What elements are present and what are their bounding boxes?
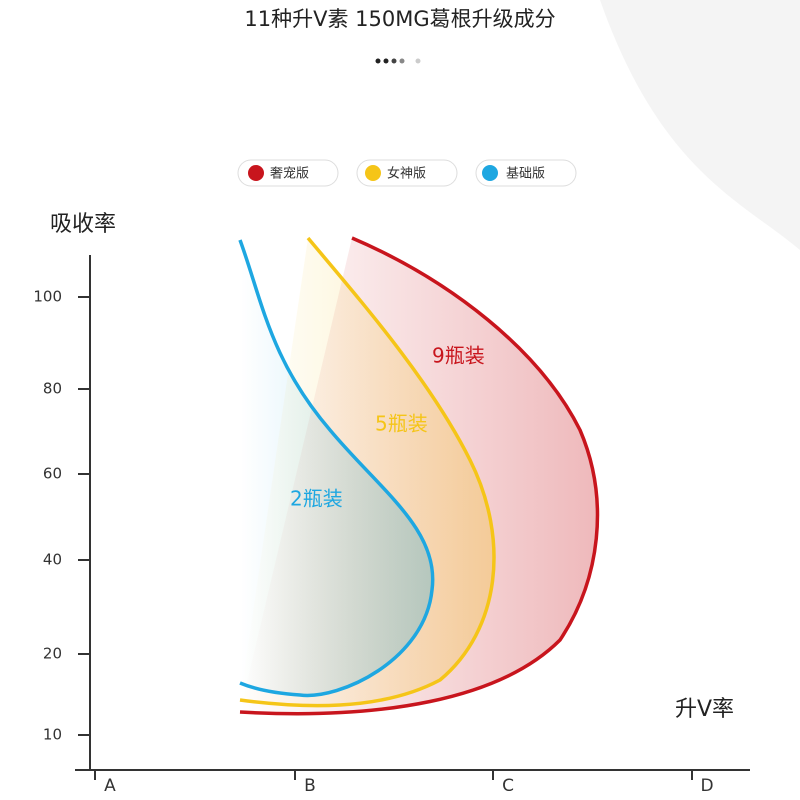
legend-pill	[237, 159, 339, 187]
legend-dot	[482, 165, 498, 181]
background-decoration	[600, 0, 800, 250]
legend-dot	[248, 165, 264, 181]
curve	[238, 239, 435, 698]
axes	[75, 255, 750, 771]
legend: 奢宠版 女神版 基础版	[237, 159, 577, 187]
legend-label: 基础版	[506, 167, 545, 182]
x-tick-label: B	[304, 776, 316, 796]
y-tick-label: 100	[33, 288, 62, 306]
curve-label: 9瓶装	[432, 344, 485, 368]
y-tick-label: 40	[43, 551, 62, 569]
legend-label: 女神版	[387, 166, 426, 182]
x-tick-label: A	[104, 776, 116, 796]
legend-dot	[365, 165, 381, 181]
curves	[238, 236, 600, 716]
legend-label: 奢宠版	[270, 166, 309, 182]
x-axis-title: 升V率	[675, 697, 734, 722]
legend-pill	[475, 159, 577, 187]
x-tick-label: C	[502, 776, 514, 796]
ticks: 100 80 60 40 20 10 A B C D	[33, 288, 713, 797]
curve-label: 2瓶装	[290, 487, 343, 511]
y-axis-title: 吸收率	[50, 212, 116, 237]
curve-label: 5瓶装	[375, 412, 428, 436]
y-tick-label: 60	[43, 465, 62, 483]
y-tick-label: 20	[43, 645, 62, 663]
pager	[375, 58, 421, 64]
y-tick-label: 80	[43, 380, 62, 398]
x-tick-label: D	[700, 776, 713, 796]
legend-pill	[356, 159, 458, 187]
title: 11种升V素 150MG葛根升级成分	[244, 7, 555, 31]
y-tick-label: 10	[43, 726, 62, 744]
